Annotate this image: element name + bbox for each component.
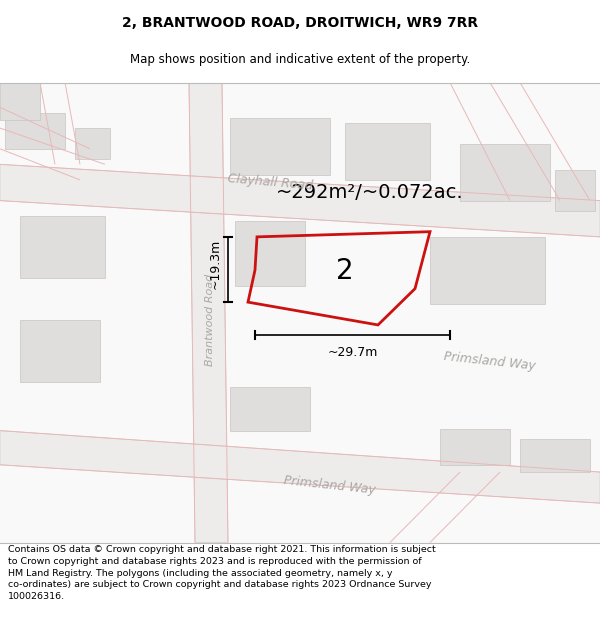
Text: Clayhall Road: Clayhall Road <box>227 172 313 192</box>
Polygon shape <box>75 128 110 159</box>
Text: ~19.3m: ~19.3m <box>209 239 222 289</box>
Polygon shape <box>0 431 600 503</box>
Text: Primsland Way: Primsland Way <box>443 350 536 372</box>
Polygon shape <box>430 237 545 304</box>
Polygon shape <box>5 112 65 149</box>
Polygon shape <box>520 439 590 472</box>
Text: ~292m²/~0.072ac.: ~292m²/~0.072ac. <box>276 183 464 202</box>
Polygon shape <box>345 123 430 180</box>
Text: 2, BRANTWOOD ROAD, DROITWICH, WR9 7RR: 2, BRANTWOOD ROAD, DROITWICH, WR9 7RR <box>122 16 478 30</box>
Polygon shape <box>189 82 228 542</box>
Text: Contains OS data © Crown copyright and database right 2021. This information is : Contains OS data © Crown copyright and d… <box>8 545 436 601</box>
Polygon shape <box>20 320 100 382</box>
Polygon shape <box>0 82 40 120</box>
Polygon shape <box>230 118 330 175</box>
Polygon shape <box>20 216 105 278</box>
Polygon shape <box>555 169 595 211</box>
Text: Primsland Way: Primsland Way <box>283 474 377 497</box>
Polygon shape <box>235 221 305 286</box>
Text: ~29.7m: ~29.7m <box>328 346 377 359</box>
Polygon shape <box>460 144 550 201</box>
Polygon shape <box>0 164 600 237</box>
Polygon shape <box>230 387 310 431</box>
Text: Brantwood Road: Brantwood Road <box>205 274 215 366</box>
Text: Map shows position and indicative extent of the property.: Map shows position and indicative extent… <box>130 53 470 66</box>
Text: 2: 2 <box>336 257 354 285</box>
Polygon shape <box>440 429 510 465</box>
